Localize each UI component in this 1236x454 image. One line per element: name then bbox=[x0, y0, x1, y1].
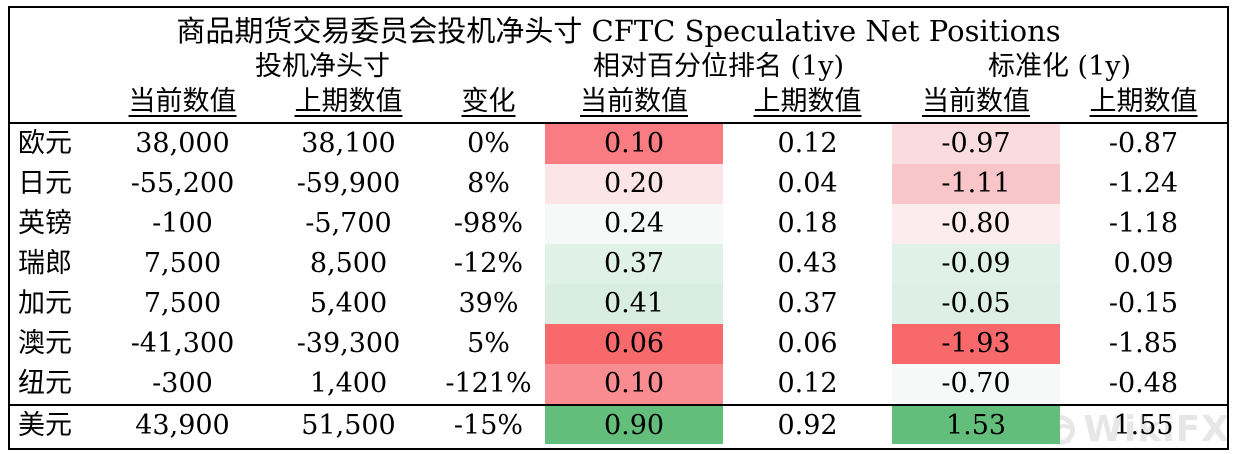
position-current-value: 7,500 bbox=[143, 288, 222, 319]
column-header-position-previous: 上期数值 bbox=[294, 86, 403, 117]
position-previous-value: -5,700 bbox=[305, 208, 392, 239]
column-header-spacer bbox=[10, 84, 100, 122]
table-row: 美元 43,900 51,500 -15% 0.90 0.92 1.53 1.5… bbox=[10, 404, 1227, 444]
currency-label: 日元 bbox=[18, 168, 72, 199]
normalized-current-value: -0.80 bbox=[892, 204, 1060, 244]
group-header-relative-percentile-rank-1y: 相对百分位排名 (1y) bbox=[592, 51, 845, 82]
percentile-current-value: 0.90 bbox=[545, 406, 723, 444]
column-header-change: 变化 bbox=[461, 86, 516, 117]
position-previous-value: 51,500 bbox=[301, 410, 396, 441]
column-header-percentile-previous: 上期数值 bbox=[753, 86, 862, 117]
table-row: 瑞郎 7,500 8,500 -12% 0.37 0.43 -0.09 0.09 bbox=[10, 244, 1227, 284]
position-previous-value: 1,400 bbox=[309, 368, 388, 399]
currency-label: 美元 bbox=[18, 410, 72, 441]
position-change-value: -15% bbox=[453, 410, 524, 441]
currency-label: 欧元 bbox=[18, 128, 72, 159]
cftc-positions-table: 商品期货交易委员会投机净头寸 CFTC Speculative Net Posi… bbox=[8, 6, 1229, 450]
table-row: 日元 -55,200 -59,900 8% 0.20 0.04 -1.11 -1… bbox=[10, 164, 1227, 204]
table-row: 英镑 -100 -5,700 -98% 0.24 0.18 -0.80 -1.1… bbox=[10, 204, 1227, 244]
position-current-value: -300 bbox=[152, 368, 213, 399]
table-row: 澳元 -41,300 -39,300 5% 0.06 0.06 -1.93 -1… bbox=[10, 324, 1227, 364]
position-change-value: -121% bbox=[445, 368, 532, 399]
normalized-current-value: -0.05 bbox=[892, 284, 1060, 324]
normalized-current-value: -1.11 bbox=[892, 164, 1060, 204]
watermark-label: WikiFX bbox=[1083, 409, 1230, 450]
currency-label: 纽元 bbox=[18, 368, 72, 399]
position-current-value: 38,000 bbox=[135, 128, 230, 159]
position-previous-value: 8,500 bbox=[309, 248, 388, 279]
table-row: 加元 7,500 5,400 39% 0.41 0.37 -0.05 -0.15 bbox=[10, 284, 1227, 324]
percentile-current-value: 0.10 bbox=[545, 364, 723, 404]
currency-label: 澳元 bbox=[18, 328, 72, 359]
normalized-current-value: -0.97 bbox=[892, 124, 1060, 164]
percentile-previous-value: 0.12 bbox=[777, 368, 838, 399]
normalized-previous-value: -1.85 bbox=[1108, 328, 1179, 359]
normalized-current-value: -0.70 bbox=[892, 364, 1060, 404]
percentile-current-value: 0.37 bbox=[545, 244, 723, 284]
percentile-previous-value: 0.92 bbox=[777, 410, 838, 441]
percentile-current-value: 0.41 bbox=[545, 284, 723, 324]
position-current-value: -41,300 bbox=[130, 328, 235, 359]
percentile-previous-value: 0.43 bbox=[777, 248, 838, 279]
percentile-previous-value: 0.04 bbox=[777, 168, 838, 199]
column-group-header-row: 投机净头寸 相对百分位排名 (1y) 标准化 (1y) bbox=[10, 50, 1227, 84]
position-previous-value: 38,100 bbox=[301, 128, 396, 159]
percentile-current-value: 0.24 bbox=[545, 204, 723, 244]
normalized-previous-value: -0.48 bbox=[1108, 368, 1179, 399]
position-change-value: 0% bbox=[467, 128, 510, 159]
table-row: 纽元 -300 1,400 -121% 0.10 0.12 -0.70 -0.4… bbox=[10, 364, 1227, 404]
normalized-previous-value: -0.87 bbox=[1108, 128, 1179, 159]
percentile-current-value: 0.20 bbox=[545, 164, 723, 204]
group-header-speculative-net-positions: 投机净头寸 bbox=[255, 51, 390, 82]
table-title: 商品期货交易委员会投机净头寸 CFTC Speculative Net Posi… bbox=[176, 14, 1061, 48]
percentile-previous-value: 0.06 bbox=[777, 328, 838, 359]
position-current-value: 7,500 bbox=[143, 248, 222, 279]
position-change-value: 39% bbox=[458, 288, 519, 319]
column-header-row: 当前数值 上期数值 变化 当前数值 上期数值 当前数值 上期数值 bbox=[10, 84, 1227, 124]
normalized-previous-value: -0.15 bbox=[1108, 288, 1179, 319]
currency-label: 瑞郎 bbox=[18, 248, 72, 279]
percentile-current-value: 0.10 bbox=[545, 124, 723, 164]
position-current-value: -55,200 bbox=[130, 168, 235, 199]
normalized-current-value: -0.09 bbox=[892, 244, 1060, 284]
column-header-normalized-current: 当前数值 bbox=[922, 86, 1030, 117]
position-current-value: -100 bbox=[152, 208, 213, 239]
percentile-previous-value: 0.12 bbox=[777, 128, 838, 159]
percentile-previous-value: 0.18 bbox=[777, 208, 838, 239]
position-previous-value: 5,400 bbox=[309, 288, 388, 319]
position-change-value: -98% bbox=[453, 208, 524, 239]
percentile-current-value: 0.06 bbox=[545, 324, 723, 364]
table-body: 欧元 38,000 38,100 0% 0.10 0.12 -0.97 -0.8… bbox=[10, 124, 1227, 444]
position-previous-value: -39,300 bbox=[296, 328, 401, 359]
normalized-current-value: -1.93 bbox=[892, 324, 1060, 364]
column-header-percentile-current: 当前数值 bbox=[580, 86, 688, 117]
normalized-previous-value: 1.55 bbox=[1113, 410, 1174, 441]
group-header-normalized-1y: 标准化 (1y) bbox=[987, 51, 1132, 82]
normalized-previous-value: -1.24 bbox=[1108, 168, 1179, 199]
position-change-value: 5% bbox=[467, 328, 510, 359]
currency-label: 英镑 bbox=[18, 208, 72, 239]
position-change-value: -12% bbox=[453, 248, 524, 279]
position-current-value: 43,900 bbox=[135, 410, 230, 441]
column-header-normalized-previous: 上期数值 bbox=[1089, 86, 1198, 117]
column-header-position-current: 当前数值 bbox=[128, 86, 237, 117]
table-row: 欧元 38,000 38,100 0% 0.10 0.12 -0.97 -0.8… bbox=[10, 124, 1227, 164]
percentile-previous-value: 0.37 bbox=[777, 288, 838, 319]
normalized-previous-value: -1.18 bbox=[1108, 208, 1179, 239]
position-change-value: 8% bbox=[467, 168, 510, 199]
normalized-current-value: 1.53 bbox=[892, 406, 1060, 444]
normalized-previous-value: 0.09 bbox=[1113, 248, 1174, 279]
position-previous-value: -59,900 bbox=[296, 168, 401, 199]
currency-label: 加元 bbox=[18, 288, 72, 319]
group-header-spacer bbox=[10, 50, 100, 84]
